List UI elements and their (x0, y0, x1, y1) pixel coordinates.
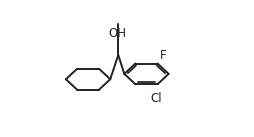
Text: F: F (160, 48, 167, 62)
Text: OH: OH (108, 27, 126, 40)
Text: Cl: Cl (150, 92, 162, 105)
